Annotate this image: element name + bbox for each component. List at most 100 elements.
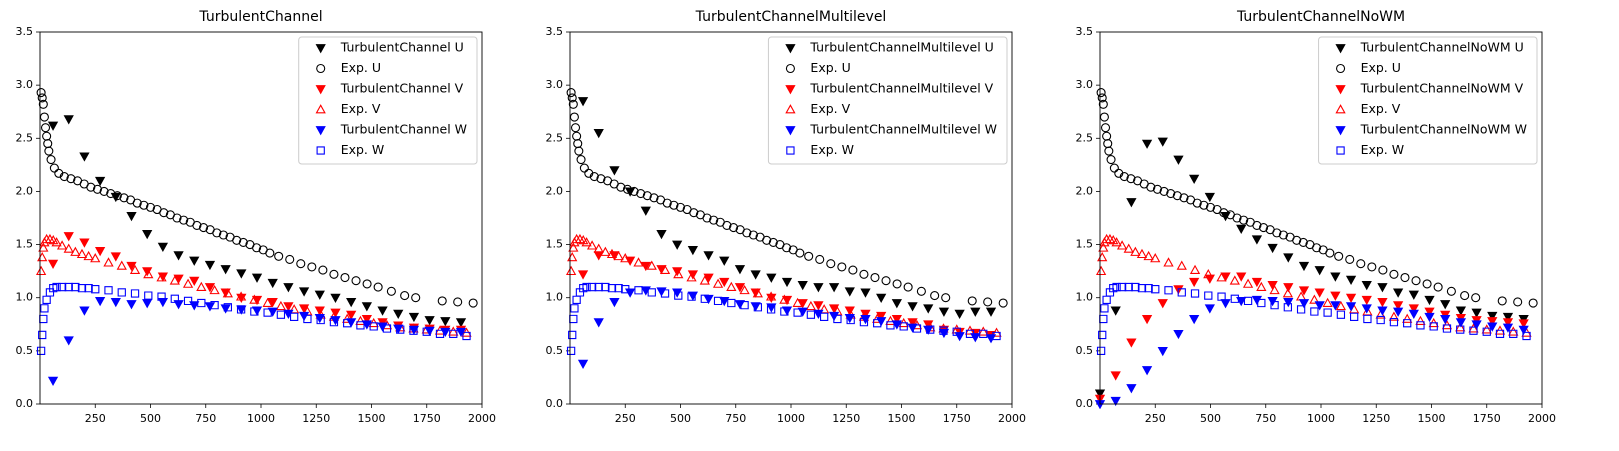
marker [575,288,585,297]
marker [952,327,961,336]
marker [930,291,940,301]
marker [79,152,90,162]
marker [672,240,683,250]
marker [218,230,228,240]
marker [1471,308,1482,318]
marker [686,272,697,282]
marker [173,251,184,261]
marker [1106,154,1116,165]
marker [182,278,194,288]
marker [103,257,114,267]
marker [1314,288,1325,298]
marker [210,301,219,310]
marker [84,283,93,293]
marker [1189,264,1201,274]
marker [568,330,577,340]
marker [797,281,808,291]
legend-marker [315,104,326,114]
marker [1141,366,1153,376]
legend-label: Exp. V [341,101,381,116]
marker [860,315,871,325]
marker [1258,223,1269,233]
marker [377,306,388,316]
marker [1102,295,1111,304]
marker [702,213,712,223]
y-tick-label: 1.5 [1076,238,1094,251]
marker [1110,306,1121,316]
marker [1455,306,1467,316]
y-tick-label: 1.0 [1076,291,1094,304]
legend-marker [785,126,796,136]
marker [1192,198,1202,208]
marker [826,259,836,269]
marker [49,163,59,173]
marker [1334,251,1344,261]
marker [1298,261,1310,272]
marker [44,146,54,156]
marker [285,254,295,265]
marker [750,302,761,312]
marker [1377,283,1388,293]
marker [1236,224,1247,234]
marker [1243,296,1253,306]
marker [620,253,631,263]
marker [1330,301,1341,311]
marker [1460,291,1470,301]
marker [265,248,275,258]
subplot: TurbulentChannel 0.0 0.5 1.0 1.5 2.0 2.5 3.0 3.5… [16,9,497,425]
marker [983,297,993,307]
marker [143,268,154,279]
marker [251,273,263,283]
marker [703,251,714,261]
marker [393,309,404,319]
marker [361,302,372,312]
marker [1495,329,1505,339]
marker [848,265,858,275]
marker [1256,281,1267,291]
marker [1312,243,1322,253]
marker [1440,315,1451,325]
marker [965,329,975,339]
marker [1257,298,1266,308]
marker [593,318,604,328]
marker [1389,269,1399,279]
axes-frame [39,31,483,405]
marker [1400,272,1410,283]
marker [204,302,216,312]
marker [373,282,383,292]
marker [409,326,418,335]
marker [674,291,683,300]
marker [47,121,59,131]
marker [94,176,106,187]
y-tick-label: 0.0 [1076,397,1094,410]
marker [659,264,671,274]
marker [86,182,96,192]
marker [1518,319,1529,329]
marker [903,282,913,292]
marker [1126,384,1137,394]
marker [63,232,74,242]
marker [63,243,74,253]
marker [781,277,793,288]
marker [1270,301,1279,310]
marker [1189,174,1200,185]
marker [876,293,887,304]
marker [752,288,763,298]
marker [1509,329,1518,339]
marker [815,254,825,265]
marker [252,243,262,253]
marker [1097,93,1107,103]
marker [1361,304,1372,314]
marker [753,303,762,312]
marker [46,154,56,165]
marker [361,320,372,330]
marker [1102,131,1112,141]
marker [739,284,750,295]
marker [1144,283,1153,293]
marker [833,314,842,324]
marker [437,296,447,306]
marker [36,88,46,98]
x-tick-label: 1250 [302,412,330,425]
marker [172,213,182,223]
marker [396,325,405,334]
